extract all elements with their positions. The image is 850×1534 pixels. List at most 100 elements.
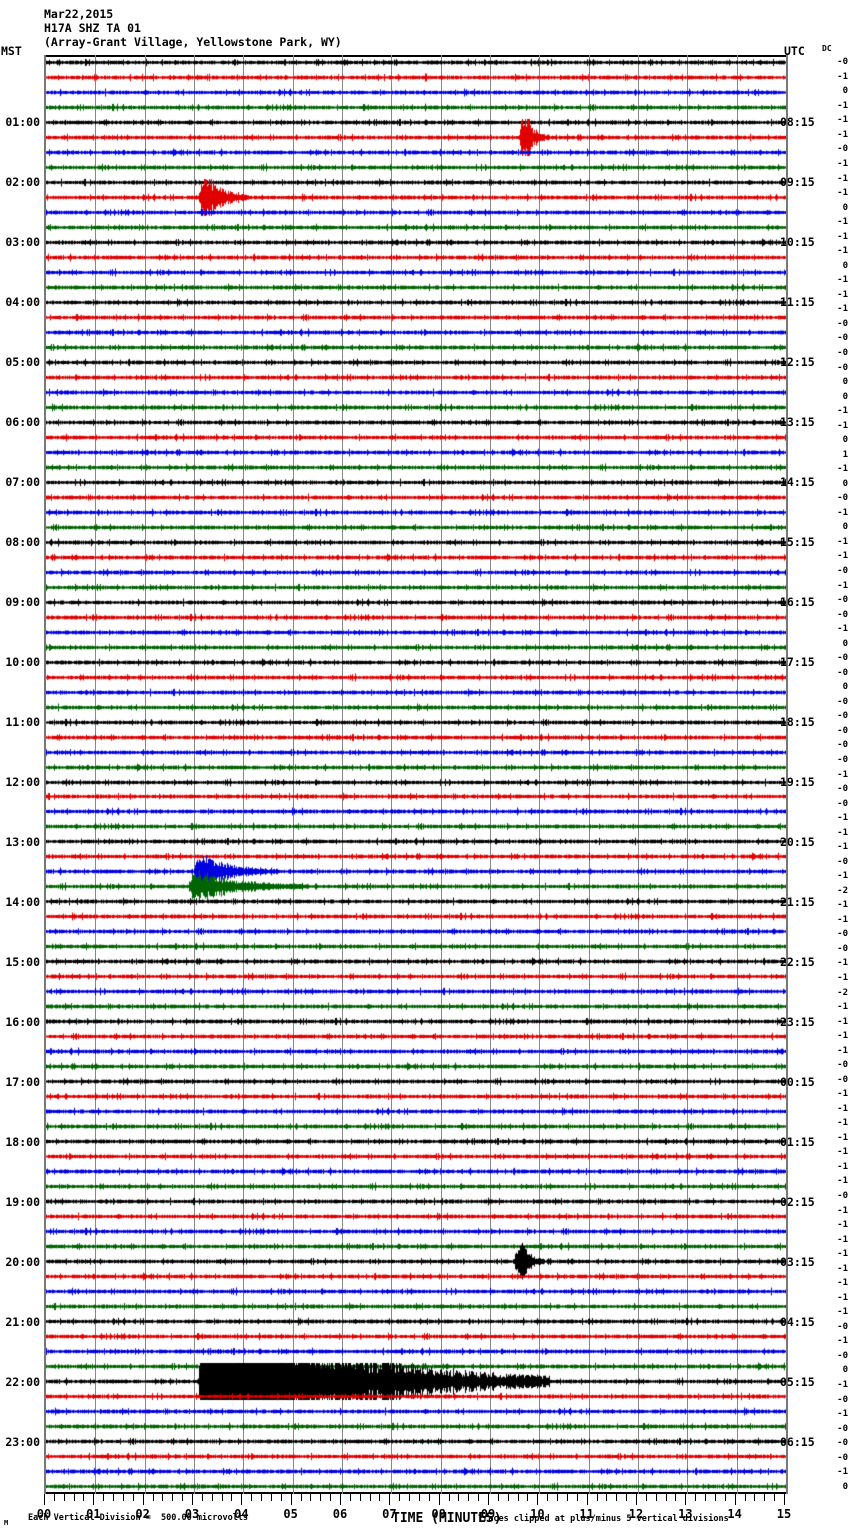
x-axis-minor-tick [655,1494,657,1501]
dc-value: -0 [837,929,848,940]
dc-value: 0 [842,522,848,533]
dc-value: -0 [837,347,848,358]
x-axis-minor-tick [63,1494,65,1501]
dc-value: -0 [837,943,848,954]
dc-value: -1 [837,1278,848,1289]
x-axis-tick-label: 04 [234,1507,249,1521]
x-axis-minor-tick [764,1494,766,1501]
dc-value: -1 [837,129,848,140]
mst-time-label: 11:00 [5,715,40,730]
x-axis-tick-label: 15 [776,1507,792,1521]
dc-value: 0 [842,478,848,489]
x-axis-minor-tick [675,1494,677,1501]
dc-value: -1 [837,900,848,911]
x-axis-major-tick [93,1494,95,1505]
dc-value: -1 [837,1045,848,1056]
utc-time-label: 23:15 [780,1014,815,1029]
footer-scale-note: Each Vertical Division = 500.00 microvol… [28,1513,249,1523]
dc-value: -0 [837,362,848,373]
x-axis-minor-tick [53,1494,55,1501]
x-axis-tick-label: 10 [530,1507,545,1521]
dc-value: -0 [837,1060,848,1071]
dc-value: 0 [842,377,848,388]
dc-value: -1 [837,159,848,169]
x-axis-minor-tick [280,1494,282,1501]
footer-corner-mark: M [4,1519,9,1527]
dc-value: -1 [837,289,848,300]
mst-time-label: 10:00 [5,655,40,670]
dc-value: 0 [842,202,848,213]
dc-value: -0 [837,1394,848,1405]
dc-value: 0 [842,435,848,446]
mst-time-label: 02:00 [5,175,40,190]
dc-value: -1 [837,1336,848,1347]
x-axis-major-tick [241,1494,243,1505]
mst-time-label: 23:00 [5,1434,40,1449]
dc-value: -1 [837,1016,848,1027]
utc-time-label: 17:15 [780,655,815,670]
seismic-trace [46,1467,786,1507]
x-axis-minor-tick [330,1494,332,1501]
mst-time-label: 16:00 [5,1014,40,1029]
dc-value: -1 [837,827,848,838]
x-axis-minor-tick [221,1494,223,1501]
dc-value: -0 [837,1350,848,1361]
x-axis-minor-tick [103,1494,105,1501]
helicorder-plot [44,43,788,1507]
mst-time-label: 14:00 [5,894,40,909]
x-axis-tick-label: 11 [579,1507,594,1521]
dc-value: -1 [837,1234,848,1245]
x-axis-minor-tick [557,1494,559,1501]
dc-value: -0 [837,696,848,707]
x-axis-major-tick [784,1494,785,1505]
dc-value: -1 [837,1147,848,1158]
header-station: H17A SHZ TA 01 [44,21,141,35]
dc-value: -1 [837,972,848,983]
dc-value: -0 [837,1191,848,1202]
dc-value: -1 [837,871,848,882]
dc-value: -1 [837,464,848,475]
x-axis-minor-tick [182,1494,184,1501]
utc-time-label: 11:15 [780,295,815,310]
utc-time-label: 21:15 [780,894,815,909]
dc-value: -2 [837,987,848,998]
dc-value: -0 [837,1423,848,1434]
dc-value: -1 [837,71,848,82]
dc-value: -0 [837,711,848,722]
mst-time-label: 05:00 [5,355,40,370]
x-axis-minor-tick [349,1494,351,1501]
x-axis-tick-label: 02 [135,1507,150,1521]
x-axis-minor-tick [162,1494,164,1501]
dc-value: -1 [837,842,848,853]
utc-time-label: 13:15 [780,415,815,430]
x-axis-major-tick [537,1494,539,1505]
utc-time-label: 19:15 [780,774,815,789]
dc-value: -0 [837,318,848,329]
dc-value: -1 [837,1307,848,1318]
x-axis-tick-label: 05 [283,1507,298,1521]
mst-time-label: 06:00 [5,415,40,430]
x-axis-tick-label: 00 [36,1507,52,1521]
dc-value: -1 [837,1089,848,1100]
x-axis-minor-tick [83,1494,85,1501]
x-axis-minor-tick [369,1494,371,1501]
utc-time-label: 18:15 [780,715,815,730]
dc-value: -1 [837,231,848,242]
x-axis-minor-tick [458,1494,460,1501]
dc-value: -1 [837,1176,848,1187]
utc-time-label: 16:15 [780,595,815,610]
footer-x-axis-title: TIME (MINUTES) [392,1511,502,1526]
utc-time-label: 01:15 [780,1134,815,1149]
x-axis-minor-tick [547,1494,549,1501]
dc-value: -1 [837,246,848,257]
mst-time-label: 13:00 [5,834,40,849]
x-axis-minor-tick [399,1494,401,1501]
x-axis-major-tick [636,1494,637,1505]
x-axis-minor-tick [695,1494,697,1501]
dc-value: -0 [837,493,848,504]
utc-time-label: 03:15 [780,1254,815,1269]
x-axis-major-tick [290,1494,292,1505]
x-axis-minor-tick [724,1494,726,1501]
dc-value: -1 [837,1002,848,1013]
utc-time-label: 02:15 [780,1194,815,1209]
